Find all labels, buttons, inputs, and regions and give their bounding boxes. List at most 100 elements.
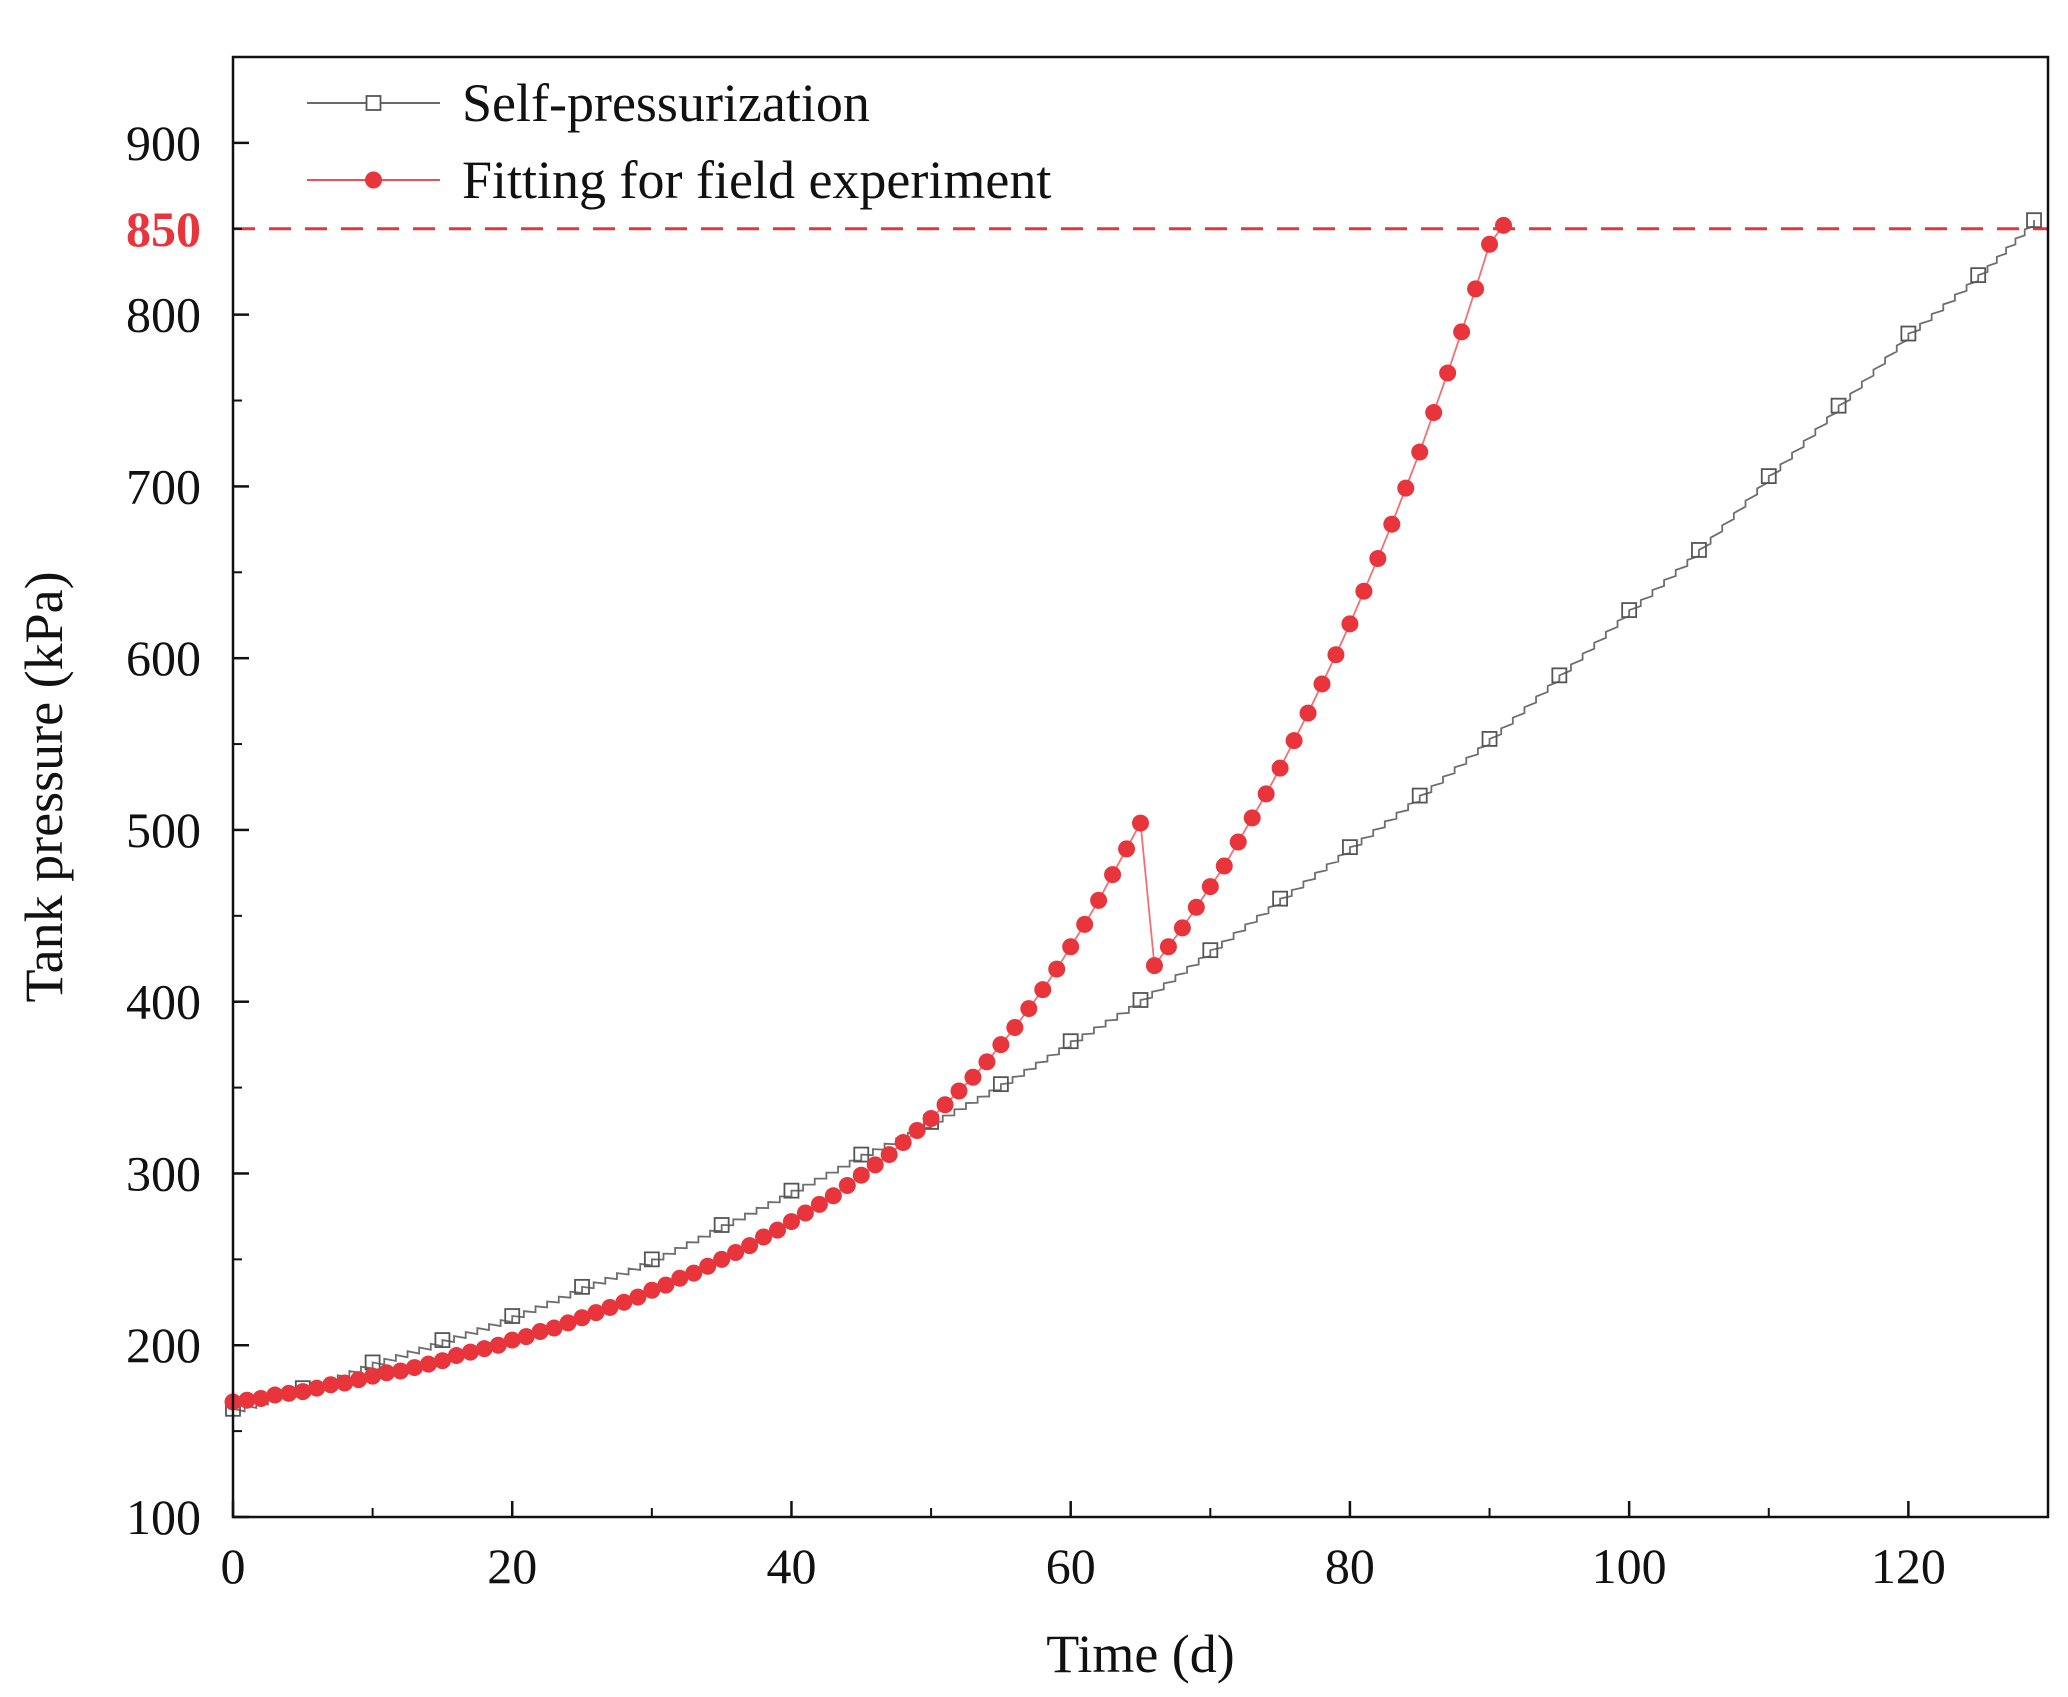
fitting-point — [406, 1359, 423, 1377]
fitting-point — [866, 1156, 884, 1174]
fitting-point — [280, 1384, 298, 1402]
series-self-pressurization — [225, 212, 2042, 1417]
fitting-point — [461, 1343, 479, 1361]
fitting-point — [475, 1340, 493, 1358]
y-axis-title: Tank pressure (kPa) — [14, 571, 74, 1002]
fitting-point — [964, 1068, 982, 1086]
fitting-point — [308, 1379, 326, 1397]
fitting-point — [852, 1166, 870, 1184]
x-tick-label: 40 — [766, 1538, 816, 1594]
self-pressurization-point — [1202, 942, 1219, 959]
y-tick-label: 700 — [126, 458, 201, 514]
self-pressurization-point — [1621, 602, 1638, 618]
self-pressurization-point — [1342, 839, 1358, 856]
fitting-point — [266, 1386, 284, 1404]
fitting-point — [1006, 1018, 1024, 1036]
fitting-point — [1104, 866, 1122, 884]
self-pressurization-point — [643, 1251, 660, 1268]
reference-line-group: 850 — [126, 201, 2048, 257]
fitting-point — [615, 1293, 633, 1311]
fitting-point — [629, 1288, 647, 1306]
fitting-point — [238, 1391, 256, 1409]
fitting-point — [1425, 404, 1443, 422]
fitting-point — [601, 1298, 619, 1316]
self-pressurization-line — [232, 220, 2035, 1413]
fitting-point — [573, 1309, 591, 1327]
fitting-point — [1467, 280, 1485, 298]
fitting-point — [880, 1146, 898, 1164]
fitting-point — [559, 1314, 577, 1332]
fitting-point — [1145, 957, 1163, 975]
fitting-point — [1439, 364, 1457, 382]
x-tick-label: 100 — [1592, 1538, 1667, 1594]
fitting-point — [685, 1264, 703, 1282]
fitting-point — [741, 1237, 759, 1255]
fitting-point — [782, 1213, 800, 1231]
x-axis-title: Time (d) — [1046, 1624, 1235, 1684]
fitting-point — [1201, 878, 1219, 896]
fitting-point — [1327, 646, 1345, 664]
fitting-point — [1495, 216, 1512, 234]
legend: Self-pressurization Fitting for field exp… — [307, 73, 1051, 210]
self-pressurization-point — [1970, 267, 1987, 284]
self-pressurization-point — [1551, 667, 1568, 684]
legend-fitting-field-experiment-label: Fitting for field experiment — [462, 150, 1051, 210]
self-pressurization-point — [1481, 731, 1498, 747]
fitting-point — [517, 1328, 535, 1346]
fitting-point — [503, 1331, 521, 1349]
series-fitting-field-experiment — [224, 216, 1512, 1411]
fitting-point — [922, 1110, 940, 1128]
fitting-point — [1187, 898, 1205, 916]
fitting-point — [908, 1122, 926, 1140]
self-pressurization-point — [504, 1308, 521, 1324]
fitting-point — [699, 1257, 717, 1275]
fitting-point — [252, 1389, 270, 1407]
y-tick-label: 400 — [126, 974, 201, 1030]
self-pressurization-point — [992, 1076, 1009, 1093]
fitting-point — [1341, 615, 1359, 633]
fitting-point — [350, 1371, 368, 1389]
fitting-point — [713, 1250, 731, 1268]
fitting-point — [1132, 814, 1149, 832]
self-pressurization-point — [783, 1182, 800, 1199]
fitting-point — [1271, 759, 1289, 777]
self-pressurization-point — [1691, 542, 1707, 558]
fitting-point — [1313, 675, 1331, 693]
self-pressurization-point — [1900, 325, 1917, 342]
fitting-point — [838, 1176, 856, 1194]
fitting-point — [671, 1269, 689, 1287]
reference-line-label: 850 — [126, 201, 201, 257]
fitting-point — [1355, 582, 1373, 600]
fitting-point — [364, 1367, 382, 1385]
fitting-point — [1257, 785, 1275, 803]
fitting-point — [1048, 960, 1066, 978]
y-tick-label: 800 — [126, 287, 201, 343]
fitting-point — [433, 1352, 451, 1370]
self-pressurization-point — [1132, 992, 1149, 1008]
self-pressurization-point — [1760, 468, 1777, 485]
fitting-point — [978, 1053, 996, 1071]
self-pressurization-point — [574, 1278, 590, 1295]
fitting-point — [657, 1276, 675, 1294]
fitting-point — [1229, 833, 1247, 851]
self-pressurization-point — [1272, 890, 1289, 907]
fitting-point — [1481, 235, 1499, 253]
y-tick-label: 600 — [126, 630, 201, 686]
self-pressurization-point — [1830, 397, 1847, 414]
fitting-point — [1076, 915, 1094, 933]
fitting-point — [824, 1187, 842, 1205]
self-pressurization-point — [434, 1332, 451, 1348]
self-pressurization-point — [1062, 1033, 1079, 1050]
fitting-point — [294, 1383, 312, 1401]
x-tick-label: 0 — [221, 1538, 246, 1594]
fitting-point — [489, 1336, 507, 1354]
fitting-point — [531, 1322, 549, 1340]
y-tick-label: 300 — [126, 1145, 201, 1201]
fitting-point — [1173, 919, 1191, 937]
fitting-point — [1411, 443, 1429, 461]
self-pressurization-point — [853, 1146, 870, 1163]
fitting-point — [1299, 704, 1317, 722]
y-tick-label: 100 — [126, 1489, 201, 1545]
x-tick-label: 80 — [1325, 1538, 1375, 1594]
